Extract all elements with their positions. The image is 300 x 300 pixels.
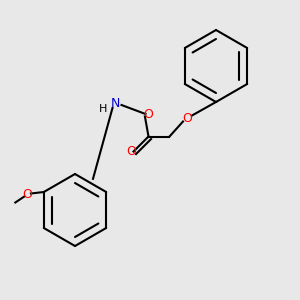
- Text: O: O: [126, 145, 136, 158]
- Text: N: N: [111, 97, 120, 110]
- Text: O: O: [183, 112, 192, 125]
- Text: H: H: [99, 104, 108, 115]
- Text: O: O: [22, 188, 32, 202]
- Text: O: O: [144, 107, 153, 121]
